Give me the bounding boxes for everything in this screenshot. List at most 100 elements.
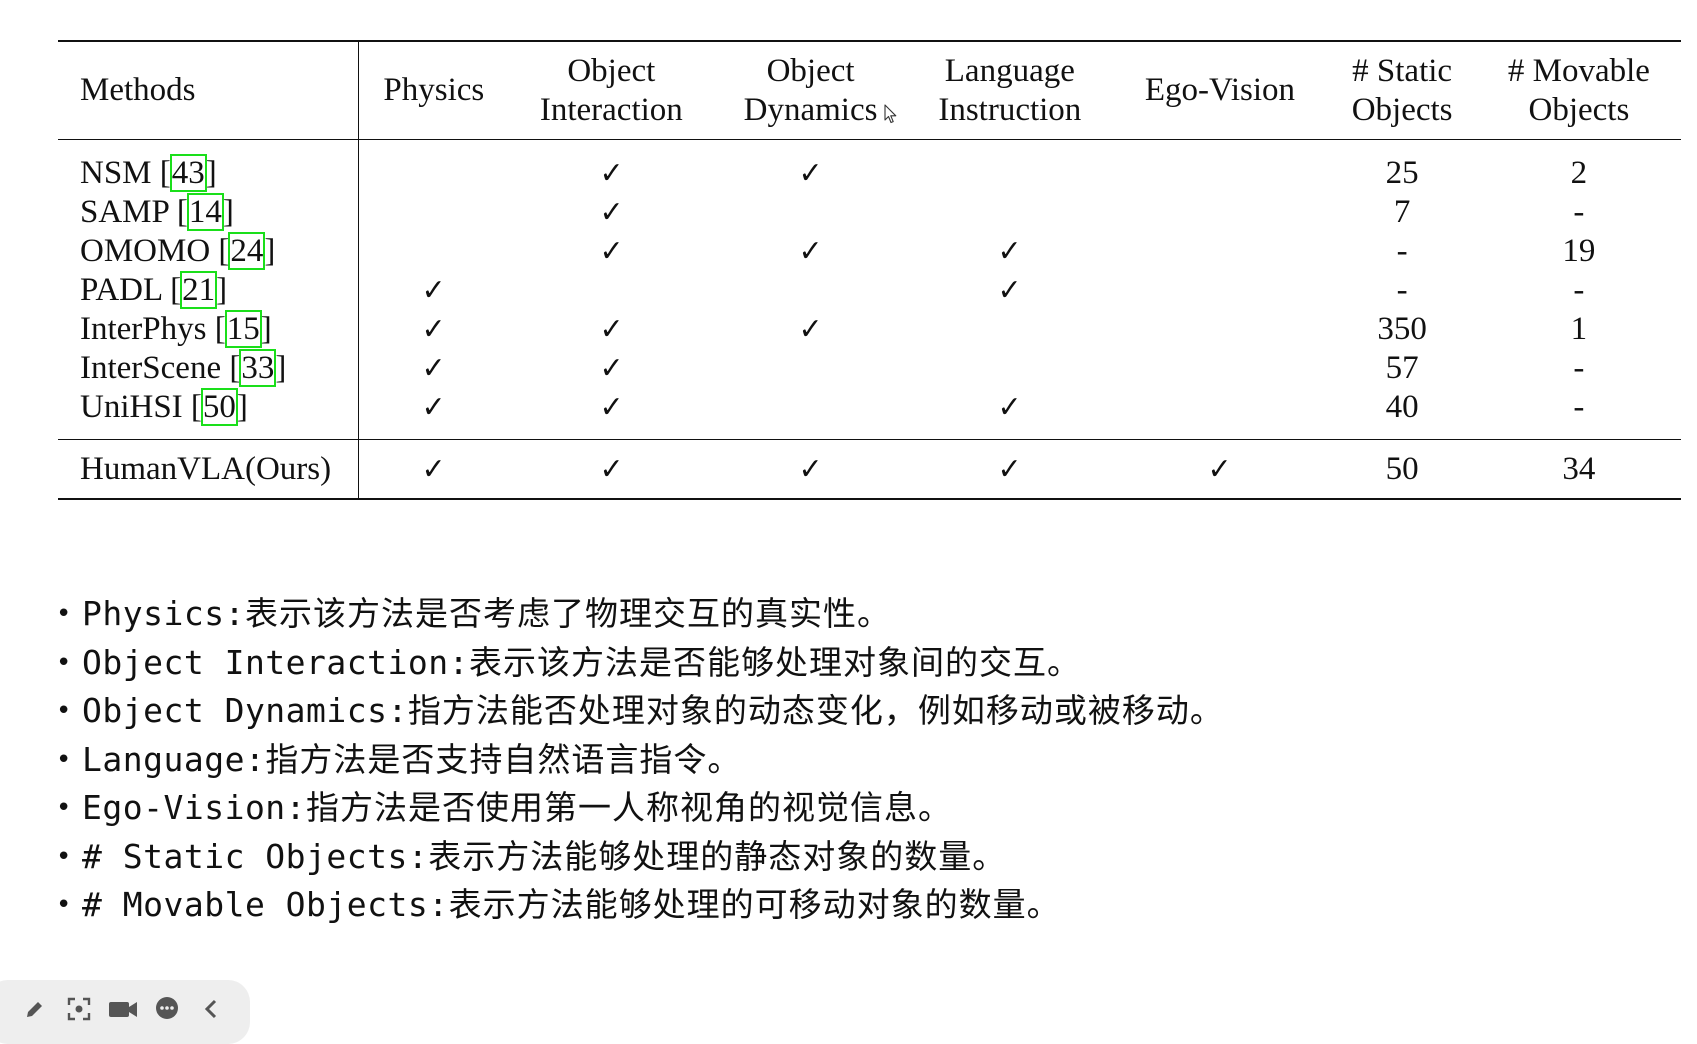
citation-link[interactable]: 15	[224, 309, 262, 348]
header-language-instruction: Language Instruction	[907, 41, 1112, 139]
floating-toolbar	[0, 980, 250, 1044]
interaction-cell	[509, 271, 714, 310]
table-row: NSM [43] ✓ ✓ 25 2	[58, 139, 1681, 193]
method-name: InterScene [	[80, 349, 241, 386]
method-close: ]	[275, 349, 287, 386]
physics-cell: ✓	[359, 349, 509, 388]
video-icon[interactable]	[108, 994, 138, 1024]
method-cell: UniHSI [50]	[58, 387, 359, 440]
interaction-cell: ✓	[509, 388, 714, 440]
table-row: UniHSI [50] ✓ ✓ ✓ 40 -	[58, 387, 1681, 440]
note-term: # Static Objects:	[82, 836, 429, 876]
note-desc: 表示方法能够处理的可移动对象的数量。	[448, 885, 1061, 924]
header-physics: Physics	[383, 72, 485, 109]
list-item: • # Movable Objects: 表示方法能够处理的可移动对象的数量。	[56, 881, 1224, 930]
dynamics-cell: ✓	[714, 232, 907, 271]
notes-list: • Physics: 表示该方法是否考虑了物理交互的真实性。 • Object In…	[56, 590, 1224, 930]
check-icon: ✓	[1207, 451, 1232, 487]
static-count: 25	[1385, 154, 1419, 191]
ego-cell	[1113, 388, 1328, 440]
check-icon: ✓	[599, 155, 624, 191]
citation-link[interactable]: 24	[228, 231, 266, 270]
language-cell: ✓	[907, 232, 1112, 271]
check-icon: ✓	[599, 311, 624, 347]
table-row: PADL [21] ✓ ✓ - -	[58, 270, 1681, 310]
check-icon: ✓	[798, 311, 823, 347]
header-object-interaction: Object Interaction	[509, 41, 714, 139]
collapse-icon[interactable]	[196, 994, 226, 1024]
citation-link[interactable]: 43	[169, 153, 207, 192]
bullet: •	[56, 744, 72, 775]
method-name: OMOMO [	[80, 232, 230, 269]
header-static-objects-line1: # Static	[1352, 53, 1453, 89]
comparison-table-container: Methods Physics Object Interaction Objec…	[58, 40, 1681, 500]
interaction-cell: ✓	[509, 139, 714, 193]
citation-link[interactable]: 50	[200, 387, 238, 426]
header-object-dynamics: Object Dynamics	[714, 41, 907, 139]
dynamics-cell: ✓	[714, 439, 907, 498]
header-language-instruction-line1: Language	[944, 53, 1075, 89]
physics-cell	[359, 193, 509, 232]
physics-cell: ✓	[359, 271, 509, 310]
table-row: OMOMO [24] ✓ ✓ ✓ - 19	[58, 231, 1681, 271]
check-icon: ✓	[599, 233, 624, 269]
physics-cell: ✓	[359, 310, 509, 349]
bullet: •	[56, 793, 72, 823]
citation-link[interactable]: 14	[186, 192, 224, 231]
method-name: PADL [	[80, 271, 182, 308]
note-desc: 指方法能否处理对象的动态变化，例如移动或被移动。	[407, 691, 1224, 730]
header-movable-objects: # Movable Objects	[1477, 41, 1681, 139]
pencil-icon[interactable]	[20, 994, 50, 1024]
method-cell: InterPhys [15]	[58, 309, 359, 349]
movable-count: -	[1573, 388, 1585, 425]
interaction-cell: ✓	[509, 349, 714, 388]
note-desc: 表示方法能够处理的静态对象的数量。	[428, 836, 1007, 876]
note-term: Language:	[82, 739, 266, 779]
header-static-objects-line2: Objects	[1351, 91, 1453, 128]
note-term: Object Interaction:	[82, 642, 469, 682]
bullet: •	[56, 890, 72, 920]
list-item: • Physics: 表示该方法是否考虑了物理交互的真实性。	[56, 590, 1224, 639]
check-icon: ✓	[798, 155, 823, 191]
chat-icon[interactable]	[152, 994, 182, 1024]
check-icon: ✓	[421, 451, 446, 487]
physics-cell	[359, 139, 509, 193]
method-close: ]	[264, 232, 276, 269]
check-icon: ✓	[421, 389, 446, 425]
ego-cell: ✓	[1113, 439, 1328, 498]
ego-cell	[1113, 271, 1328, 310]
dynamics-cell	[714, 388, 907, 440]
screenshot-icon[interactable]	[64, 994, 94, 1024]
static-count: 7	[1393, 193, 1411, 230]
language-cell: ✓	[907, 271, 1112, 310]
check-icon: ✓	[997, 272, 1022, 308]
method-cell: InterScene [33]	[58, 348, 359, 388]
header-ego-vision: Ego-Vision	[1144, 72, 1296, 109]
static-count: -	[1396, 271, 1408, 308]
list-item: • # Static Objects: 表示方法能够处理的静态对象的数量。	[56, 833, 1224, 882]
header-static-objects: # Static Objects	[1327, 41, 1476, 139]
note-term: Ego-Vision:	[82, 788, 307, 827]
method-close: ]	[205, 154, 217, 191]
mouse-cursor-icon	[884, 104, 897, 124]
table-row: InterScene [33] ✓ ✓ 57 -	[58, 348, 1681, 388]
method-name-ours: HumanVLA(Ours)	[58, 439, 359, 499]
check-icon: ✓	[421, 350, 446, 386]
header-movable-objects-line1: # Movable	[1507, 53, 1650, 89]
citation-link[interactable]: 33	[239, 348, 277, 387]
movable-count: 34	[1562, 450, 1596, 487]
table-ours-body: HumanVLA(Ours) ✓ ✓ ✓ ✓ ✓ 50 34	[58, 439, 1681, 499]
note-desc: 指方法是否支持自然语言指令。	[265, 739, 742, 779]
method-close: ]	[216, 271, 228, 308]
method-cell: OMOMO [24]	[58, 231, 359, 271]
note-term: Physics:	[82, 594, 245, 633]
header-movable-objects-line2: Objects	[1528, 91, 1630, 128]
language-cell	[907, 139, 1112, 193]
check-icon: ✓	[599, 389, 624, 425]
ego-cell	[1113, 139, 1328, 193]
table-row: InterPhys [15] ✓ ✓ ✓ 350 1	[58, 309, 1681, 349]
citation-link[interactable]: 21	[180, 270, 218, 309]
movable-count: -	[1573, 193, 1585, 230]
static-count: 40	[1385, 388, 1419, 425]
method-name: NSM [	[80, 154, 171, 191]
